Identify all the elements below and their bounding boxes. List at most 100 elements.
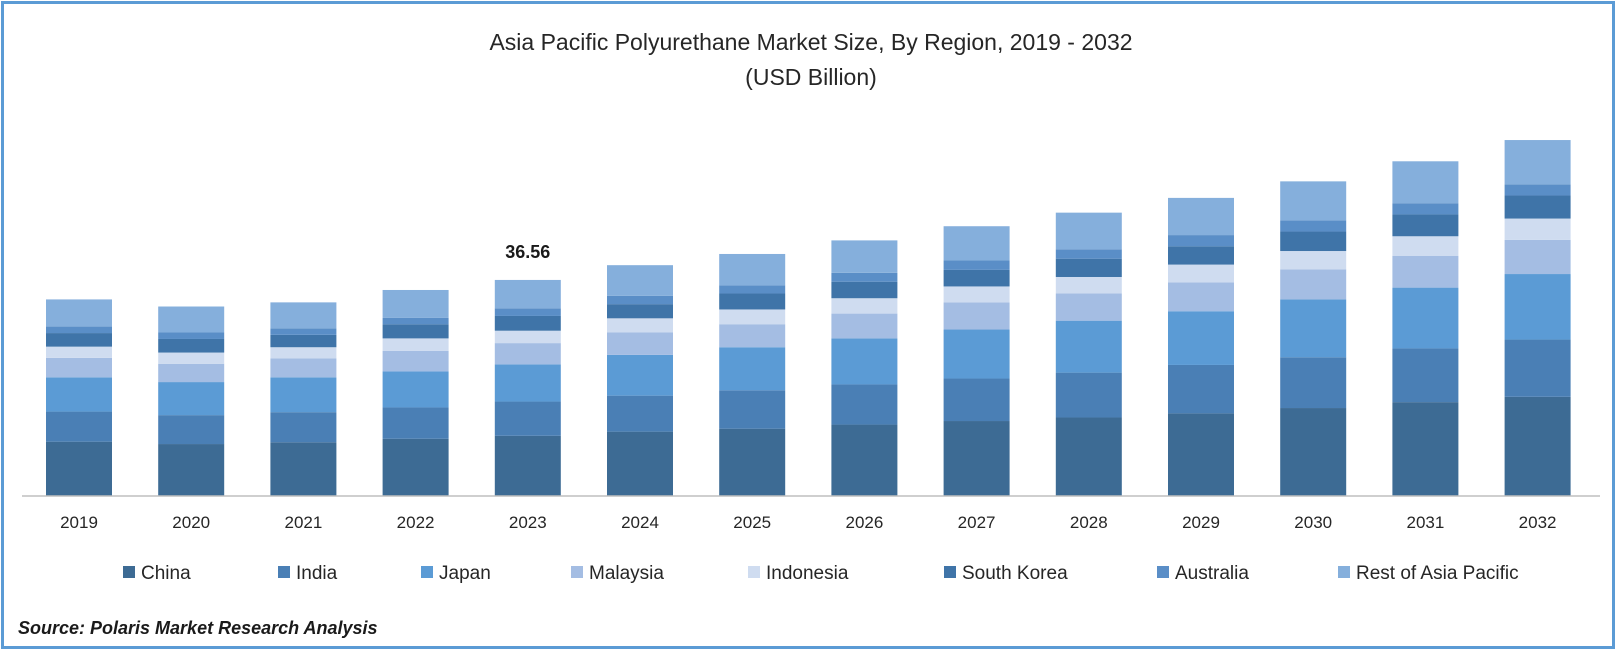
bar-malaysia-2031 — [1392, 255, 1459, 288]
legend-swatch — [748, 566, 760, 578]
x-tick-label: 2027 — [958, 513, 996, 532]
bar-india-2031 — [1392, 348, 1459, 403]
legend-item-china: China — [123, 563, 191, 584]
bar-south-korea-2026 — [831, 281, 898, 299]
legend-label: India — [296, 563, 338, 584]
bar-malaysia-2020 — [158, 363, 225, 383]
bar-japan-2027 — [943, 329, 1010, 379]
bar-india-2020 — [158, 415, 225, 445]
bar-indonesia-2024 — [607, 318, 673, 333]
bar-japan-2029 — [1168, 311, 1234, 365]
bar-indonesia-2023 — [494, 330, 561, 344]
bar-china-2031 — [1392, 402, 1459, 496]
bar-rest-of-asia-pacific-2021 — [270, 302, 337, 329]
bar-malaysia-2030 — [1280, 269, 1347, 300]
data-labels: 36.56 — [505, 242, 550, 262]
x-tick-label: 2026 — [845, 513, 883, 532]
bar-india-2024 — [607, 395, 673, 432]
bar-australia-2025 — [719, 285, 786, 294]
bar-australia-2022 — [382, 317, 449, 325]
bar-china-2030 — [1280, 408, 1347, 496]
bar-rest-of-asia-pacific-2030 — [1280, 181, 1347, 221]
legend-item-south-korea: South Korea — [944, 563, 1068, 584]
bar-australia-2019 — [46, 326, 112, 334]
x-tick-label: 2029 — [1182, 513, 1220, 532]
bar-malaysia-2019 — [46, 357, 112, 378]
bar-indonesia-2029 — [1168, 264, 1234, 283]
bar-south-korea-2022 — [382, 324, 449, 339]
bar-indonesia-2032 — [1504, 218, 1571, 240]
x-tick-label: 2021 — [284, 513, 322, 532]
legend-label: South Korea — [962, 563, 1068, 584]
bar-japan-2019 — [46, 377, 112, 412]
bar-india-2029 — [1168, 364, 1234, 414]
bar-malaysia-2029 — [1168, 282, 1234, 312]
bar-china-2029 — [1168, 413, 1234, 496]
x-tick-label: 2020 — [172, 513, 210, 532]
bar-rest-of-asia-pacific-2022 — [382, 289, 449, 318]
legend-swatch — [571, 566, 583, 578]
bar-rest-of-asia-pacific-2029 — [1168, 197, 1234, 236]
bar-south-korea-2024 — [607, 304, 673, 319]
bar-malaysia-2032 — [1504, 239, 1571, 275]
bar-china-2021 — [270, 442, 337, 496]
bar-stack-2032 — [1504, 140, 1571, 496]
bar-australia-2027 — [943, 260, 1010, 270]
bar-india-2027 — [943, 378, 1010, 422]
bar-indonesia-2021 — [270, 347, 337, 359]
bar-south-korea-2019 — [46, 333, 112, 347]
bar-india-2028 — [1055, 372, 1122, 418]
bar-rest-of-asia-pacific-2025 — [719, 253, 786, 286]
bar-india-2023 — [494, 401, 561, 436]
bar-rest-of-asia-pacific-2026 — [831, 240, 898, 273]
bar-japan-2030 — [1280, 299, 1347, 358]
legend-swatch — [421, 566, 433, 578]
bar-indonesia-2022 — [382, 338, 449, 351]
bar-rest-of-asia-pacific-2031 — [1392, 161, 1459, 204]
bar-india-2021 — [270, 412, 337, 443]
bar-south-korea-2027 — [943, 269, 1010, 287]
legend-item-rest-of-asia-pacific: Rest of Asia Pacific — [1338, 563, 1519, 584]
chart-subtitle: (USD Billion) — [745, 64, 877, 90]
bar-japan-2021 — [270, 377, 337, 413]
bar-malaysia-2026 — [831, 313, 898, 339]
bar-japan-2022 — [382, 371, 449, 408]
bar-india-2025 — [719, 390, 786, 429]
bar-australia-2032 — [1504, 184, 1571, 196]
bar-australia-2023 — [494, 308, 561, 316]
x-axis-ticks: 2019 2020 2021 2022 2023 2024 2025 2026 2027 2028… — [60, 513, 1556, 532]
bar-rest-of-asia-pacific-2032 — [1504, 140, 1571, 185]
bar-china-2027 — [943, 421, 1010, 496]
bar-south-korea-2031 — [1392, 214, 1459, 237]
bar-indonesia-2025 — [719, 309, 786, 325]
bar-japan-2025 — [719, 347, 786, 391]
bar-japan-2024 — [607, 354, 673, 396]
bar-india-2030 — [1280, 357, 1347, 409]
bar-rest-of-asia-pacific-2028 — [1055, 212, 1122, 250]
legend-swatch — [1338, 566, 1350, 578]
bar-australia-2026 — [831, 272, 898, 282]
bar-south-korea-2029 — [1168, 246, 1234, 265]
bar-stack-2030 — [1280, 181, 1347, 496]
bar-indonesia-2030 — [1280, 251, 1347, 270]
bar-south-korea-2032 — [1504, 195, 1571, 219]
legend-swatch — [123, 566, 135, 578]
bar-south-korea-2028 — [1055, 258, 1122, 277]
x-tick-label: 2019 — [60, 513, 98, 532]
bar-rest-of-asia-pacific-2019 — [46, 299, 112, 327]
bar-south-korea-2025 — [719, 293, 786, 310]
bar-stack-2025 — [719, 253, 786, 496]
bar-india-2022 — [382, 407, 449, 439]
bar-australia-2029 — [1168, 235, 1234, 247]
bar-japan-2026 — [831, 338, 898, 385]
bar-south-korea-2023 — [494, 315, 561, 331]
bar-australia-2028 — [1055, 249, 1122, 259]
x-tick-label: 2023 — [509, 513, 547, 532]
bar-china-2019 — [46, 441, 112, 496]
bar-australia-2031 — [1392, 203, 1459, 215]
x-tick-label: 2028 — [1070, 513, 1108, 532]
bar-india-2032 — [1504, 339, 1571, 397]
bar-rest-of-asia-pacific-2027 — [943, 226, 1010, 261]
legend-item-malaysia: Malaysia — [571, 563, 664, 584]
bar-stack-2029 — [1168, 197, 1234, 496]
